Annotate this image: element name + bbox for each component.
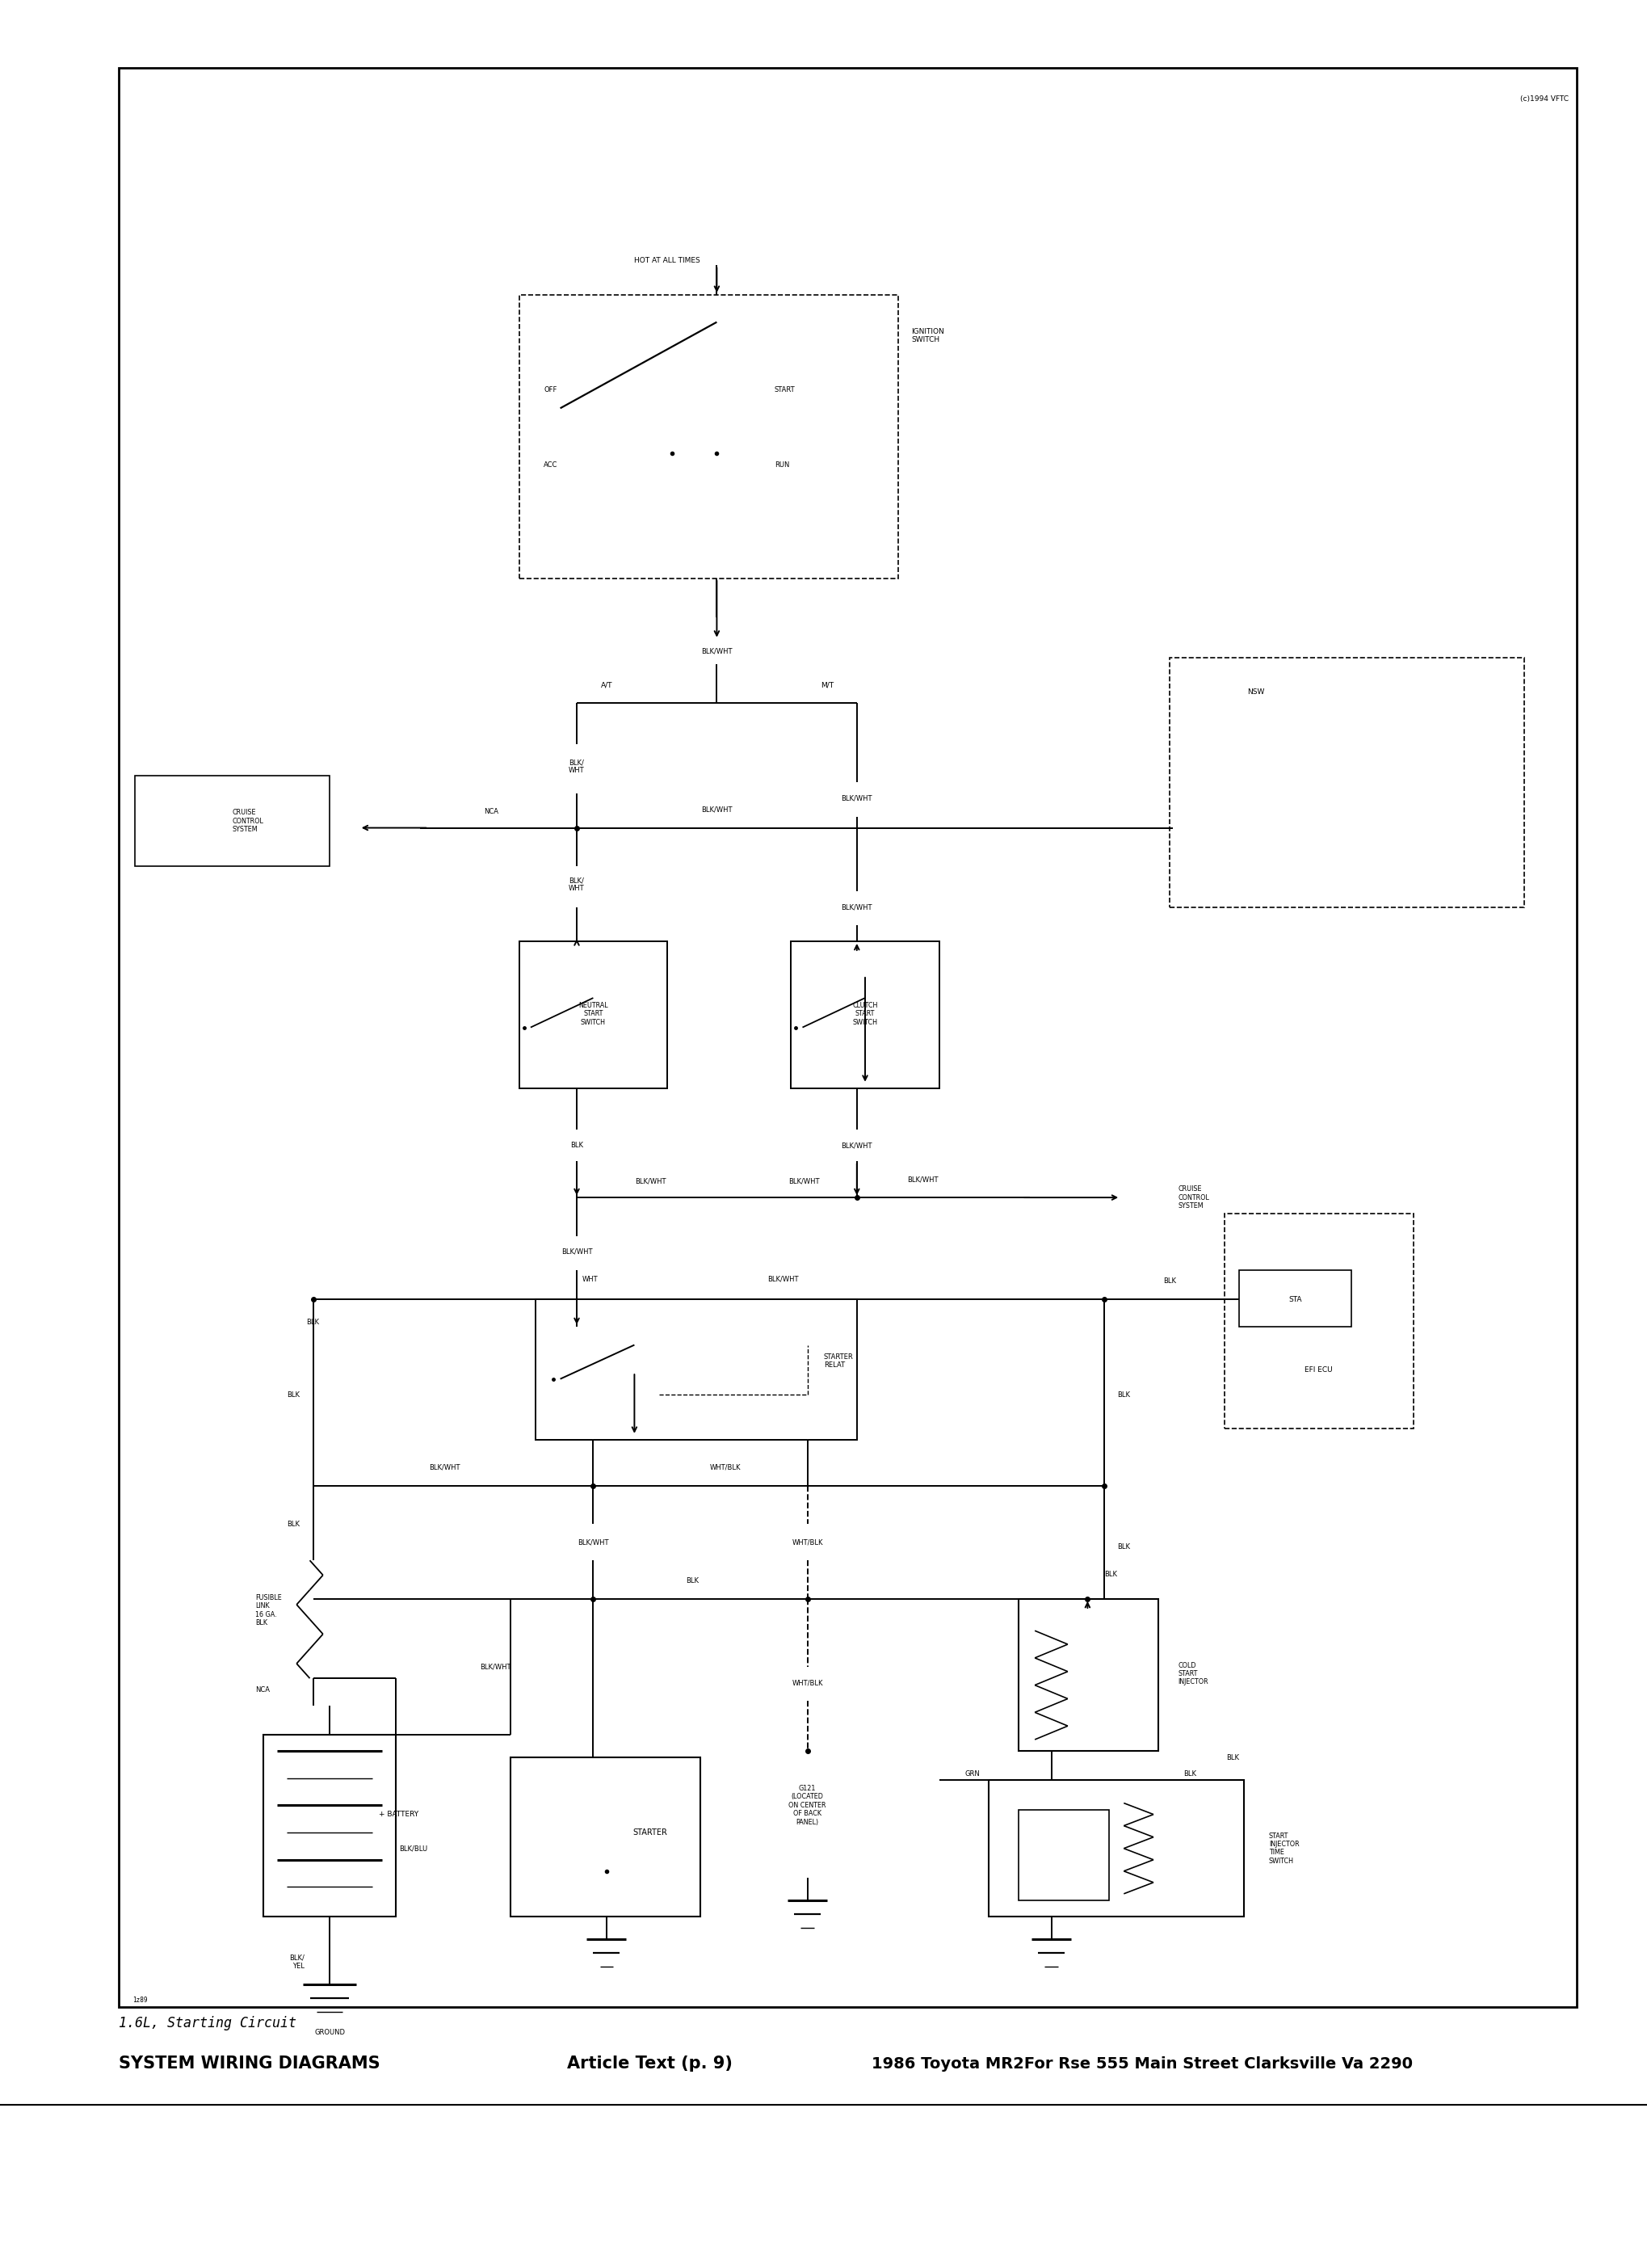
Text: OFF: OFF <box>544 386 557 395</box>
Text: BLK: BLK <box>1183 1769 1196 1778</box>
Text: BLK: BLK <box>1225 1753 1239 1762</box>
Text: BLK/WHT: BLK/WHT <box>768 1275 797 1284</box>
Bar <box>511 1758 700 1916</box>
Text: BLK/WHT: BLK/WHT <box>479 1662 511 1672</box>
Text: BLK/WHT: BLK/WHT <box>907 1175 937 1184</box>
Bar <box>791 941 939 1089</box>
Text: WHT/BLK: WHT/BLK <box>792 1538 822 1547</box>
Text: EFI ECU: EFI ECU <box>1304 1365 1331 1374</box>
Text: BLK/WHT: BLK/WHT <box>702 805 731 814</box>
Text: STARTER
RELAT: STARTER RELAT <box>824 1354 853 1368</box>
Text: BLK: BLK <box>685 1576 698 1585</box>
Bar <box>535 1300 856 1440</box>
Text: BLK/
WHT: BLK/ WHT <box>568 878 585 891</box>
Text: BLK/BLU: BLK/BLU <box>399 1844 427 1853</box>
Text: NCA: NCA <box>255 1685 270 1694</box>
Bar <box>519 295 898 578</box>
Text: WHT/BLK: WHT/BLK <box>792 1678 822 1687</box>
Bar <box>988 1780 1243 1916</box>
Text: G121
(LOCATED
ON CENTER
OF BACK
PANEL): G121 (LOCATED ON CENTER OF BACK PANEL) <box>789 1785 825 1826</box>
Text: BLK: BLK <box>287 1390 300 1399</box>
Text: STARTER: STARTER <box>632 1828 667 1837</box>
Text: STA: STA <box>1288 1295 1301 1304</box>
Text: BLK: BLK <box>570 1141 583 1150</box>
Bar <box>1018 1810 1108 1901</box>
Text: A/T: A/T <box>600 680 613 689</box>
Bar <box>135 776 329 866</box>
Text: M/T: M/T <box>820 680 833 689</box>
Text: BLK/WHT: BLK/WHT <box>842 1141 871 1150</box>
Bar <box>264 1735 395 1916</box>
Text: CLUTCH
START
SWITCH: CLUTCH START SWITCH <box>851 1002 878 1025</box>
Bar <box>1239 1270 1351 1327</box>
Text: BLK/WHT: BLK/WHT <box>702 646 731 655</box>
Bar <box>119 68 1576 2007</box>
Text: BLK: BLK <box>1103 1569 1117 1579</box>
Text: START
INJECTOR
TIME
SWITCH: START INJECTOR TIME SWITCH <box>1268 1833 1298 1864</box>
Text: NEUTRAL
START
SWITCH: NEUTRAL START SWITCH <box>578 1002 608 1025</box>
Text: BLK/WHT: BLK/WHT <box>789 1177 819 1186</box>
Text: Article Text (p. 9): Article Text (p. 9) <box>567 2055 731 2073</box>
Text: FUSIBLE
LINK
16 GA.
BLK: FUSIBLE LINK 16 GA. BLK <box>255 1594 282 1626</box>
Text: BLK/WHT: BLK/WHT <box>842 794 871 803</box>
Text: START: START <box>774 386 796 395</box>
Text: ACC: ACC <box>544 460 558 469</box>
Text: BLK: BLK <box>1117 1390 1130 1399</box>
Text: GROUND: GROUND <box>315 2028 344 2037</box>
Text: COLD
START
INJECTOR: COLD START INJECTOR <box>1178 1662 1207 1685</box>
Text: BLK: BLK <box>1117 1542 1130 1551</box>
Text: BLK: BLK <box>306 1318 320 1327</box>
Bar <box>519 941 667 1089</box>
Bar <box>1018 1599 1158 1751</box>
Text: BLK: BLK <box>1163 1277 1176 1286</box>
Text: CRUISE
CONTROL
SYSTEM: CRUISE CONTROL SYSTEM <box>1178 1186 1209 1209</box>
Text: 1986 Toyota MR2For Rse 555 Main Street Clarksville Va 2290: 1986 Toyota MR2For Rse 555 Main Street C… <box>871 2057 1411 2071</box>
Text: BLK/WHT: BLK/WHT <box>636 1177 665 1186</box>
Text: IGNITION
SWITCH: IGNITION SWITCH <box>911 329 944 342</box>
Text: BLK/WHT: BLK/WHT <box>430 1463 460 1472</box>
Text: + BATTERY: + BATTERY <box>379 1810 418 1819</box>
Text: 1z89: 1z89 <box>132 1996 148 2005</box>
Text: HOT AT ALL TIMES: HOT AT ALL TIMES <box>634 256 700 265</box>
Text: CRUISE
CONTROL
SYSTEM: CRUISE CONTROL SYSTEM <box>232 810 264 832</box>
Text: (c)1994 VFTC: (c)1994 VFTC <box>1520 95 1568 102</box>
Text: SYSTEM WIRING DIAGRAMS: SYSTEM WIRING DIAGRAMS <box>119 2055 380 2073</box>
Text: BLK/
YEL: BLK/ YEL <box>290 1955 305 1969</box>
Bar <box>1224 1213 1413 1429</box>
Text: GRN: GRN <box>963 1769 980 1778</box>
Text: WHT/BLK: WHT/BLK <box>710 1463 740 1472</box>
Text: BLK/WHT: BLK/WHT <box>562 1247 591 1256</box>
Bar <box>1169 658 1523 907</box>
Text: WHT: WHT <box>581 1275 598 1284</box>
Text: BLK: BLK <box>287 1520 300 1529</box>
Text: NCA: NCA <box>484 807 497 816</box>
Text: BLK/
WHT: BLK/ WHT <box>568 760 585 773</box>
Text: 1.6L, Starting Circuit: 1.6L, Starting Circuit <box>119 2016 296 2030</box>
Text: BLK/WHT: BLK/WHT <box>578 1538 608 1547</box>
Text: NSW: NSW <box>1247 687 1263 696</box>
Text: RUN: RUN <box>774 460 789 469</box>
Text: BLK/WHT: BLK/WHT <box>842 903 871 912</box>
